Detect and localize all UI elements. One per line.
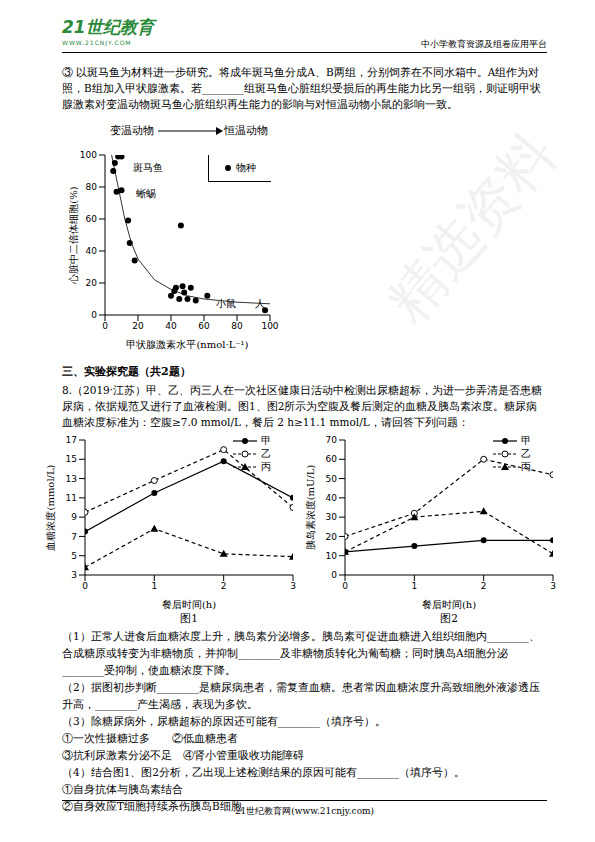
svg-text:40: 40 [326, 493, 338, 503]
html-text:甲: 甲 [261, 435, 271, 446]
svg-text:餐后时间(h): 餐后时间(h) [162, 599, 216, 610]
html-text:（2）据图初步判断________是糖尿病患者，需复查血糖。: （2）据图初步判断________是糖尿病患者，需复查血糖。患者常因血糖浓度升高… [62, 681, 540, 710]
svg-text:人: 人 [255, 298, 265, 309]
svg-text:100: 100 [261, 321, 278, 331]
svg-text:7: 7 [71, 532, 77, 542]
html-text:恒温动物: 恒温动物 [224, 124, 268, 136]
html-text:21世纪教育: 21世纪教育 [62, 17, 154, 37]
svg-text:20: 20 [326, 532, 338, 542]
svg-text:5: 5 [71, 551, 77, 561]
svg-text:血糖浓度(mmol/L): 血糖浓度(mmol/L) [45, 464, 56, 550]
svg-text:80: 80 [86, 182, 98, 192]
svg-text:餐后时间(h): 餐后时间(h) [422, 599, 476, 610]
html-text:③ 以斑马鱼为材料进一步研究。将成年斑马鱼分成A、B两组，分: ③ 以斑马鱼为材料进一步研究。将成年斑马鱼分成A、B两组，分别饲养在不同水箱中。… [62, 66, 541, 110]
html-text:甲: 甲 [521, 435, 531, 446]
html-text:图1: 图1 [180, 612, 198, 624]
svg-text:胰岛素浓度(mU/L): 胰岛素浓度(mU/L) [305, 465, 316, 551]
svg-text:40: 40 [165, 321, 177, 331]
svg-text:9: 9 [71, 512, 77, 522]
svg-text:60: 60 [198, 321, 210, 331]
svg-text:11: 11 [66, 493, 77, 503]
html-text:①一次性摄糖过多 ②低血糖患者: ①一次性摄糖过多 ②低血糖患者 [62, 732, 238, 744]
html-text:①自身抗体与胰岛素结合: ①自身抗体与胰岛素结合 [62, 783, 183, 795]
svg-text:20: 20 [86, 278, 98, 288]
html-text:物种: 物种 [236, 162, 256, 173]
svg-text:60: 60 [326, 454, 338, 464]
svg-text:13: 13 [66, 474, 77, 484]
html-text:三、实验探究题（共2题）: 三、实验探究题（共2题） [62, 365, 191, 378]
html-text:21世纪教育网(www.21cnjy.com): 21世纪教育网(www.21cnjy.com) [234, 806, 375, 816]
html-text:乙: 乙 [261, 448, 271, 459]
html-text:（3）除糖尿病外，尿糖超标的原因还可能有________（填: （3）除糖尿病外，尿糖超标的原因还可能有________（填序号）。 [62, 715, 386, 727]
svg-text:甲状腺激素水平(nmol·L⁻¹): 甲状腺激素水平(nmol·L⁻¹) [126, 339, 248, 350]
html-text:精选资料: 精选资料 [374, 120, 568, 334]
svg-text:1: 1 [151, 581, 157, 591]
html-text:丙: 丙 [521, 461, 531, 472]
svg-text:小鼠: 小鼠 [216, 298, 236, 309]
svg-text:70: 70 [326, 435, 338, 445]
svg-text:2: 2 [221, 581, 227, 591]
html-text:变温动物: 变温动物 [110, 124, 154, 136]
svg-text:80: 80 [231, 321, 243, 331]
html-text:图2: 图2 [440, 612, 458, 624]
svg-text:3: 3 [71, 570, 77, 580]
svg-text:心脏中二倍体细胞(%): 心脏中二倍体细胞(%) [68, 186, 79, 284]
html-text:WWW.21CNJY.COM: WWW.21CNJY.COM [62, 39, 132, 46]
svg-text:17: 17 [66, 435, 77, 445]
svg-text:30: 30 [326, 512, 338, 522]
html-text:8.（2019·江苏）甲、乙、丙三人在一次社区健康日活动中检: 8.（2019·江苏）甲、乙、丙三人在一次社区健康日活动中检测出尿糖超标，为进一… [62, 384, 543, 428]
svg-text:0: 0 [82, 581, 88, 591]
svg-text:10: 10 [326, 551, 338, 561]
html-text:②自身效应T细胞持续杀伤胰岛B细胞: ②自身效应T细胞持续杀伤胰岛B细胞 [62, 800, 242, 812]
svg-text:1: 1 [411, 581, 417, 591]
svg-text:0: 0 [91, 310, 97, 320]
svg-text:60: 60 [86, 214, 98, 224]
html-text:（1）正常人进食后血糖浓度上升，胰岛素分泌增多。胰岛素可促进: （1）正常人进食后血糖浓度上升，胰岛素分泌增多。胰岛素可促进血糖进入组织细胞内_… [62, 630, 540, 676]
html-text:③抗利尿激素分泌不足 ④肾小管重吸收功能障碍: ③抗利尿激素分泌不足 ④肾小管重吸收功能障碍 [62, 749, 304, 761]
svg-text:0: 0 [102, 321, 108, 331]
svg-text:蜥蜴: 蜥蜴 [136, 188, 156, 199]
svg-text:40: 40 [86, 246, 98, 256]
svg-text:2: 2 [481, 581, 487, 591]
svg-text:3: 3 [290, 581, 296, 591]
svg-text:15: 15 [66, 454, 77, 464]
svg-text:20: 20 [132, 321, 144, 331]
svg-text:3: 3 [550, 581, 556, 591]
html-text:丙: 丙 [261, 461, 271, 472]
svg-text:0: 0 [342, 581, 348, 591]
html-text:乙: 乙 [521, 448, 531, 459]
html-text:（4）结合图1、图2分析，乙出现上述检测结果的原因可能有__: （4）结合图1、图2分析，乙出现上述检测结果的原因可能有________（填序号… [62, 766, 465, 778]
svg-text:50: 50 [326, 474, 338, 484]
svg-text:100: 100 [80, 150, 97, 160]
svg-text:斑马鱼: 斑马鱼 [133, 162, 163, 173]
svg-text:0: 0 [331, 570, 337, 580]
html-text:中小学教育资源及组卷应用平台: 中小学教育资源及组卷应用平台 [421, 39, 547, 49]
